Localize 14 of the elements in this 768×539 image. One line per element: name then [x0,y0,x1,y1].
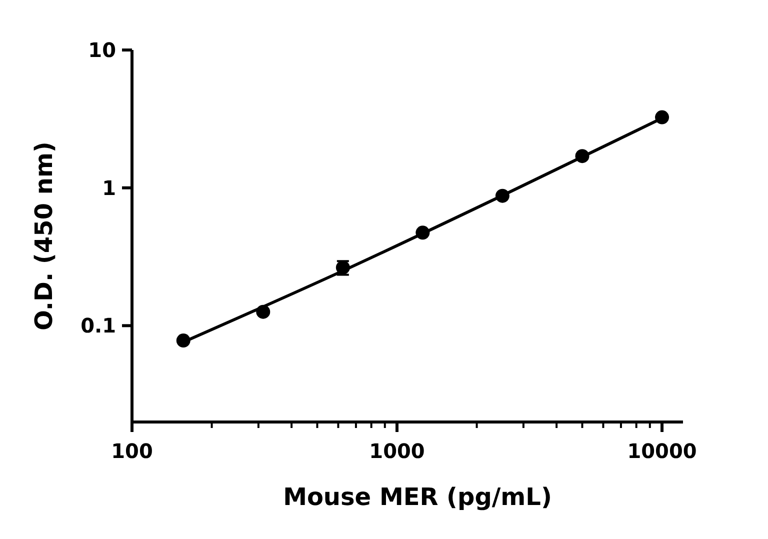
x-tick-label: 100 [111,439,153,463]
x-tick-label: 1000 [369,439,425,463]
point [416,226,430,240]
y-tick-label: 0.1 [80,314,116,338]
y-tick-label: 10 [88,38,116,62]
x-tick-label: 10000 [627,439,697,463]
point [655,110,670,124]
x-axis-title: Mouse MER (pg/mL) [283,483,552,511]
y-tick-label: 1 [102,176,116,200]
point [176,334,190,348]
y-axis-title: O.D. (450 nm) [30,142,58,330]
point [575,149,590,164]
point [495,188,510,203]
point [256,304,270,319]
